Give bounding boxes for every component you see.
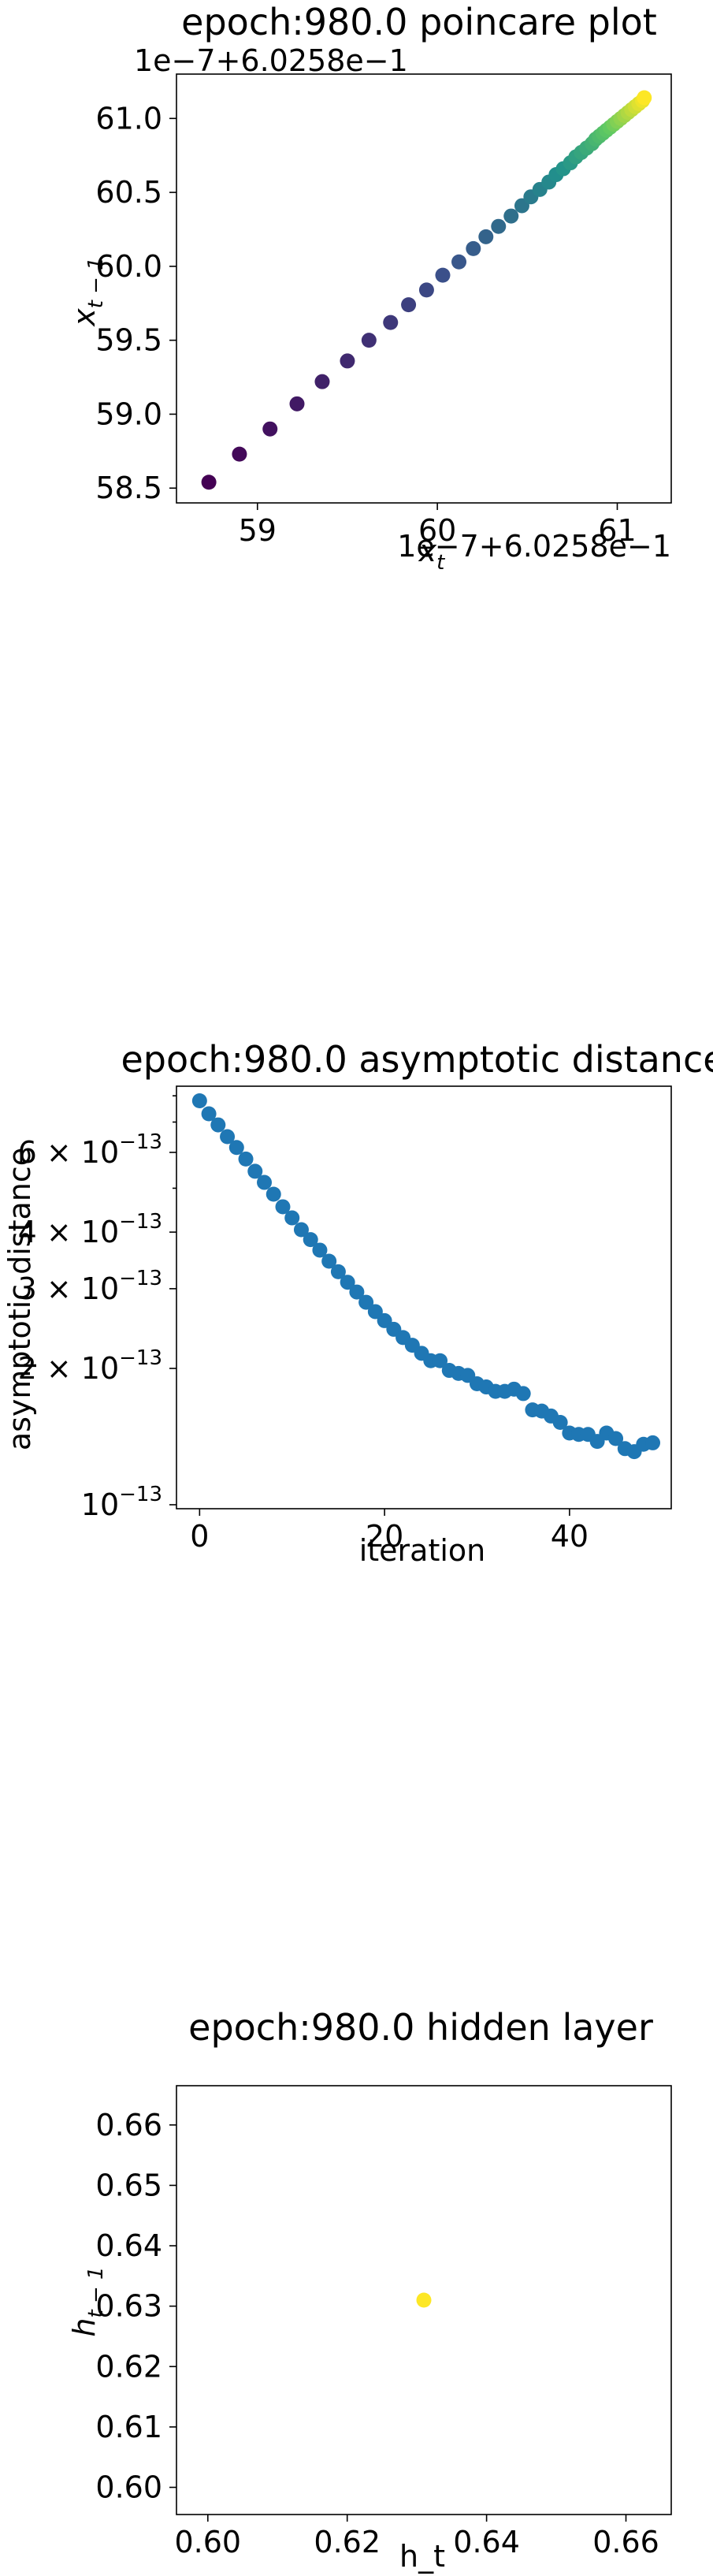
y-tick-label: 0.61 [95, 2410, 162, 2444]
y-tick-label: 0.65 [95, 2168, 162, 2202]
chart-title: epoch:980.0 hidden layer [188, 2006, 653, 2049]
x-axis-label: iteration [359, 1533, 486, 1568]
scatter-point [433, 1353, 448, 1368]
scatter-point [416, 2292, 432, 2308]
x-tick-label: 0.66 [592, 2525, 659, 2559]
scatter-point [401, 297, 417, 313]
scatter-point [451, 254, 467, 270]
scatter-point [191, 1093, 207, 1108]
scatter-point [314, 374, 330, 389]
y-tick-label: 59.5 [95, 323, 162, 358]
scatter-point [478, 229, 494, 244]
x-tick-label: 60 [418, 513, 456, 548]
scatter-point [340, 1275, 355, 1290]
y-axis-label: ht − 1 [67, 2266, 108, 2336]
y-ticks: 0.60 0.61 0.62 0.63 0.64 0.65 0.66 [95, 2108, 176, 2505]
scatter-point [312, 1242, 328, 1258]
y-tick-label: 58.5 [95, 471, 162, 505]
y-tick-label: 60.0 [95, 249, 162, 284]
y-tick-label: 4 × 10−13 [18, 1210, 162, 1249]
hidden-layer-chart: epoch:980.0 hidden layer 0.60 0.62 0.64 0.6… [67, 2006, 672, 2574]
y-axis-label: xt − 1 [67, 257, 108, 327]
scatter-point [266, 1186, 281, 1202]
scatter-point [358, 1294, 374, 1310]
y-offset-text: 1e−7+6.0258e−1 [134, 43, 408, 78]
scatter-points [416, 2292, 432, 2308]
scatter-point [552, 1414, 568, 1430]
x-tick-label: 0.60 [174, 2525, 241, 2559]
plot-frame [176, 1085, 672, 1509]
scatter-point [289, 396, 305, 411]
scatter-point [435, 267, 451, 283]
scatter-point [220, 1129, 236, 1145]
scatter-point [247, 1163, 263, 1179]
y-tick-label: 3 × 10−13 [18, 1267, 162, 1306]
x-axis-label: h_t [399, 2539, 445, 2574]
scatter-point [330, 1264, 346, 1279]
plot-frame [176, 2085, 672, 2515]
scatter-point [238, 1151, 254, 1167]
y-tick-label: 60.5 [95, 175, 162, 210]
x-tick-label: 0.64 [453, 2525, 520, 2559]
y-ticks: 58.5 59.0 59.5 60.0 60.5 61.0 [95, 101, 176, 505]
scatter-point [466, 240, 481, 256]
chart-title: epoch:980.0 poincare plot [181, 1, 657, 43]
y-tick-label: 2 × 10−13 [18, 1346, 162, 1386]
scatter-point [228, 1140, 244, 1156]
scatter-point [637, 90, 652, 106]
scatter-point [284, 1210, 300, 1226]
y-tick-label: 0.63 [95, 2289, 162, 2324]
x-tick-label: 20 [366, 1519, 403, 1554]
scatter-point [608, 1431, 624, 1446]
y-tick-label: 0.64 [95, 2228, 162, 2263]
x-tick-label: 0 [190, 1519, 209, 1554]
scatter-point [418, 282, 434, 298]
y-tick-label: 6 × 10−13 [18, 1130, 162, 1170]
scatter-point [210, 1117, 226, 1133]
x-ticks: 0.60 0.62 0.64 0.66 [174, 2515, 659, 2559]
scatter-point [201, 475, 217, 490]
y-axis-label: asymptotic distance [2, 1148, 37, 1450]
scatter-point [361, 333, 377, 348]
scatter-point [232, 446, 247, 462]
scatter-point [645, 1435, 661, 1450]
scatter-point [349, 1284, 365, 1300]
scatter-point [321, 1253, 337, 1269]
poincare-plot-chart: epoch:980.0 poincare plot 1e−7+6.0258e−1… [67, 1, 672, 575]
scatter-point [515, 1386, 531, 1402]
x-offset-text: 1e−7+6.0258e−1 [397, 529, 671, 564]
x-tick-label: 59 [239, 513, 277, 548]
y-tick-label: 0.66 [95, 2108, 162, 2142]
scatter-point [262, 421, 278, 437]
plot-frame [176, 73, 672, 504]
x-ticks: 59 60 61 [239, 503, 637, 548]
scatter-point [367, 1304, 383, 1320]
y-tick-label: 0.62 [95, 2349, 162, 2384]
y-tick-label: 59.0 [95, 396, 162, 431]
y-tick-label: 0.60 [95, 2470, 162, 2505]
x-ticks: 0 20 40 [190, 1509, 589, 1554]
scatter-point [303, 1232, 318, 1248]
y-tick-label: 10−13 [81, 1483, 162, 1522]
chart-title: epoch:980.0 asymptotic distance [121, 1038, 713, 1081]
scatter-point [503, 208, 519, 224]
y-ticks: 10−13 2 × 10−13 3 × 10−13 4 × 10−13 6 × 10−1… [18, 1095, 176, 1522]
x-tick-label: 0.62 [314, 2525, 381, 2559]
y-tick-label: 61.0 [95, 101, 162, 136]
scatter-point [275, 1199, 291, 1215]
scatter-point [340, 353, 355, 369]
scatter-point [383, 315, 399, 330]
x-tick-label: 61 [598, 513, 636, 548]
scatter-point [257, 1174, 273, 1190]
scatter-point [491, 218, 507, 234]
scatter-point [201, 1106, 217, 1122]
scatter-points [201, 90, 652, 490]
asymptotic-distance-chart: epoch:980.0 asymptotic distance 0 20 40 10… [2, 1038, 713, 1568]
scatter-points [191, 1093, 661, 1460]
scatter-point [293, 1222, 309, 1238]
x-tick-label: 40 [551, 1519, 589, 1554]
